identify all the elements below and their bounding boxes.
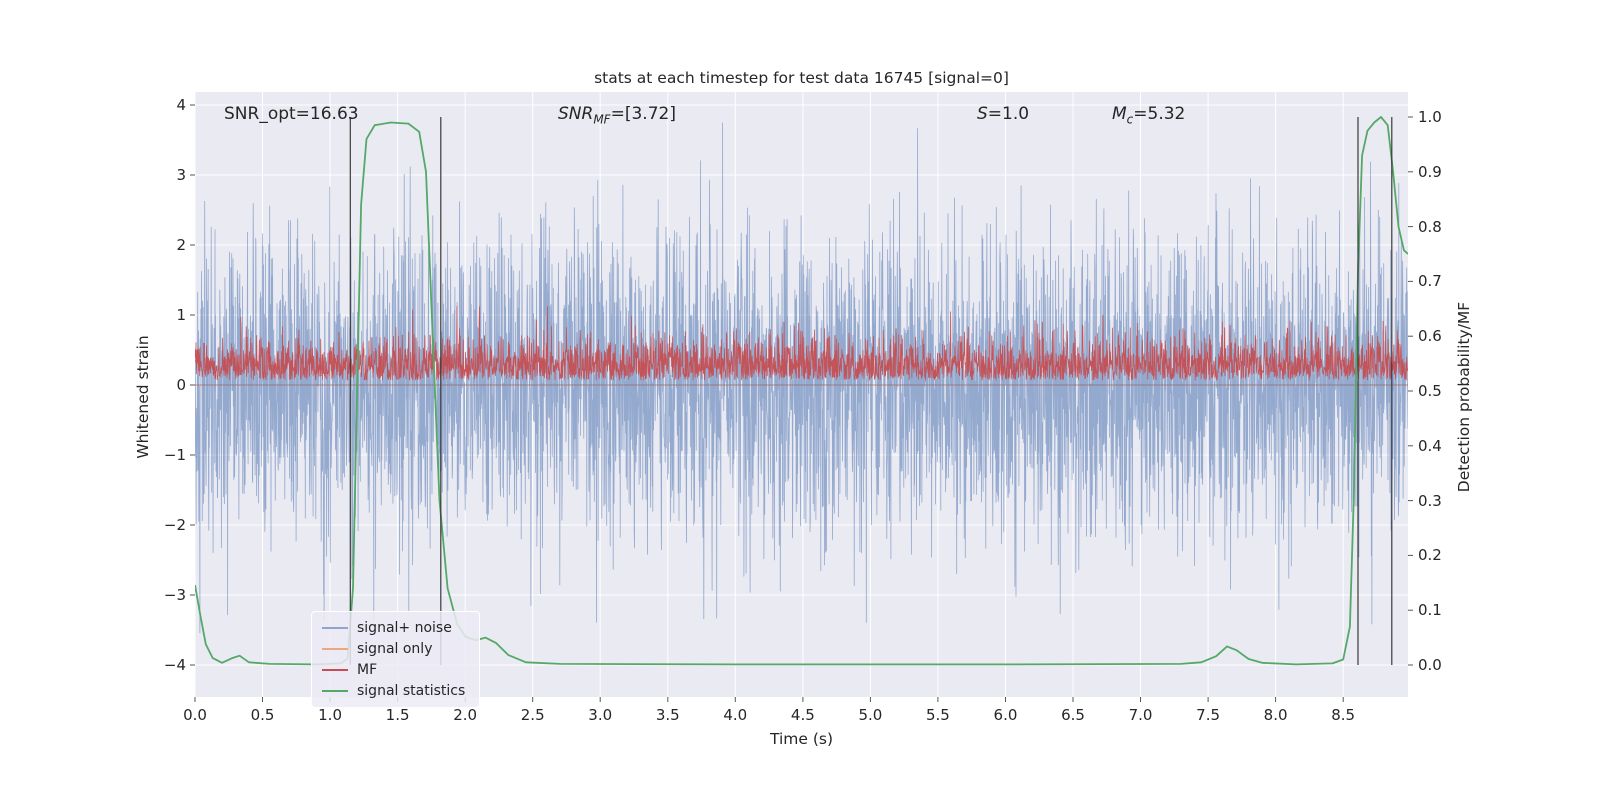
x-axis-label: Time (s) [769,730,834,748]
annotation-s-suffix: =1.0 [987,104,1030,124]
y-tick-label-right: 0.7 [1418,272,1442,291]
legend-line-swatch-signal-plus-noise [322,627,348,629]
y-tick-label-right: 0.0 [1418,655,1442,674]
legend-line-swatch-mf [322,669,348,671]
series-signal-noise [195,122,1408,634]
y-tick-label-left: −4 [163,656,186,674]
y-tick-label-left: −3 [163,586,186,604]
annotation-snr-opt: SNR_opt=16.63 [224,104,359,124]
annotation-s: S=1.0 [977,104,1029,124]
legend-label-signal-statistics: signal statistics [357,683,466,699]
annotation-mc-subscript: c [1127,112,1134,126]
annotation-snr-mf-prefix: SNR [558,104,594,124]
annotation-snr-mf-suffix: =[3.72] [610,104,676,124]
y-tick-label-right: 0.4 [1418,436,1442,455]
chart-title: stats at each timestep for test data 167… [594,69,1009,87]
y-tick-label-right: 0.8 [1418,217,1442,236]
x-tick-label: 2.5 [520,706,545,724]
legend-item-mf: MF [322,662,465,678]
x-tick-label: 5.5 [925,706,950,724]
y-tick-label-left: −2 [163,516,186,534]
y-axis-label-right: Detection probability/MF [1455,301,1473,493]
x-tick-label: 2.0 [453,706,478,724]
x-tick-label: 1.5 [385,706,410,724]
x-tick-label: 0.0 [183,706,207,724]
annotation-mc-prefix: M [1112,104,1127,124]
x-tick-label: 7.5 [1196,706,1221,724]
y-tick-label-left: 2 [176,236,186,255]
y-tick-label-right: 1.0 [1418,107,1442,126]
x-tick-label: 1.0 [318,706,342,724]
x-tick-label: 3.0 [588,706,613,724]
y-tick-label-left: 4 [176,96,186,115]
series-mf [195,306,1408,381]
y-tick-label-left: 0 [176,376,186,394]
y-tick-label-right: 0.2 [1418,546,1442,565]
y-tick-label-right: 0.5 [1418,381,1442,400]
x-tick-label: 3.5 [655,706,680,724]
event-vlines [349,117,1393,665]
x-tick-label: 4.5 [790,706,815,724]
annotation-snr-mf-subscript-text: MF [593,112,611,127]
legend-item-signal-statistics: signal statistics [322,683,465,699]
y-tick-label-left: −1 [163,446,186,464]
y-tick-label-right: 0.1 [1418,601,1442,620]
x-tick-label: 6.5 [1061,706,1085,724]
x-tick-label: 4.0 [723,706,748,724]
x-tick-label: 8.0 [1263,706,1288,724]
x-tick-label: 5.0 [858,706,883,724]
annotation-snr-mf: SNRMF=[3.72] [558,104,676,126]
x-tick-label: 7.0 [1128,706,1153,724]
y-tick-label-left: 1 [176,306,186,325]
annotation-mc-subscript-text: c [1126,112,1134,127]
legend-label-signal-only: signal only [357,641,433,657]
annotation-mc-suffix: =5.32 [1133,104,1186,124]
annotation-mc: Mc=5.32 [1112,104,1185,126]
legend-line-swatch-signal-only [322,648,348,650]
x-tick-label: 6.0 [993,706,1018,724]
legend-label-mf: MF [357,662,378,678]
y-tick-label-right: 0.3 [1418,491,1442,510]
legend-item-signal-only: signal only [322,641,465,657]
annotation-s-prefix: S [977,104,988,124]
annotation-snr-mf-subscript: MF [593,112,610,126]
x-tick-label: 8.5 [1331,706,1356,724]
x-tick-label: 0.5 [250,706,275,724]
legend-label-signal-plus-noise: signal+ noise [357,620,452,636]
y-tick-label-left: 3 [176,166,186,185]
legend-line-swatch-signal-statistics [322,690,348,692]
y-axis-label-left: Whitened strain [134,335,152,459]
y-tick-label-right: 0.6 [1418,327,1442,346]
y-tick-label-right: 0.9 [1418,162,1442,181]
legend: signal+ noise signal only MF signal stat… [311,611,481,708]
legend-item-signal-plus-noise: signal+ noise [322,620,465,636]
